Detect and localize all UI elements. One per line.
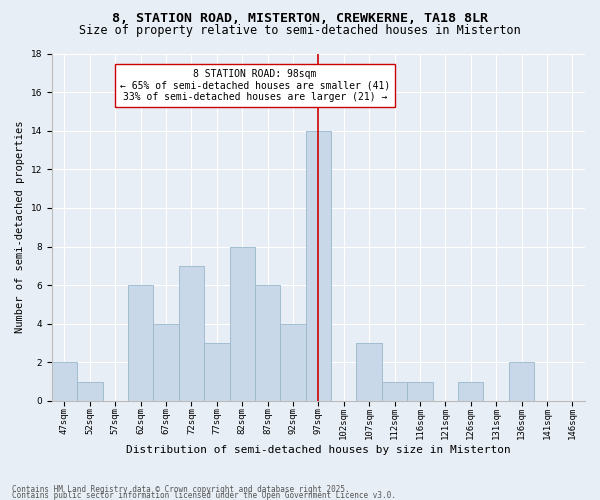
Y-axis label: Number of semi-detached properties: Number of semi-detached properties bbox=[15, 121, 25, 334]
Bar bbox=[128, 285, 154, 401]
Text: Contains HM Land Registry data © Crown copyright and database right 2025.: Contains HM Land Registry data © Crown c… bbox=[12, 484, 350, 494]
Bar bbox=[52, 362, 77, 401]
Bar bbox=[280, 324, 305, 401]
Bar bbox=[77, 382, 103, 401]
Text: 8, STATION ROAD, MISTERTON, CREWKERNE, TA18 8LR: 8, STATION ROAD, MISTERTON, CREWKERNE, T… bbox=[112, 12, 488, 26]
Text: Contains public sector information licensed under the Open Government Licence v3: Contains public sector information licen… bbox=[12, 491, 396, 500]
Bar bbox=[230, 246, 255, 401]
Text: 8 STATION ROAD: 98sqm
← 65% of semi-detached houses are smaller (41)
33% of semi: 8 STATION ROAD: 98sqm ← 65% of semi-deta… bbox=[120, 69, 390, 102]
Bar bbox=[204, 343, 230, 401]
X-axis label: Distribution of semi-detached houses by size in Misterton: Distribution of semi-detached houses by … bbox=[126, 445, 511, 455]
Text: Size of property relative to semi-detached houses in Misterton: Size of property relative to semi-detach… bbox=[79, 24, 521, 37]
Bar bbox=[407, 382, 433, 401]
Bar bbox=[255, 285, 280, 401]
Bar bbox=[154, 324, 179, 401]
Bar bbox=[509, 362, 534, 401]
Bar bbox=[356, 343, 382, 401]
Bar bbox=[305, 130, 331, 401]
Bar bbox=[458, 382, 484, 401]
Bar bbox=[382, 382, 407, 401]
Bar bbox=[179, 266, 204, 401]
